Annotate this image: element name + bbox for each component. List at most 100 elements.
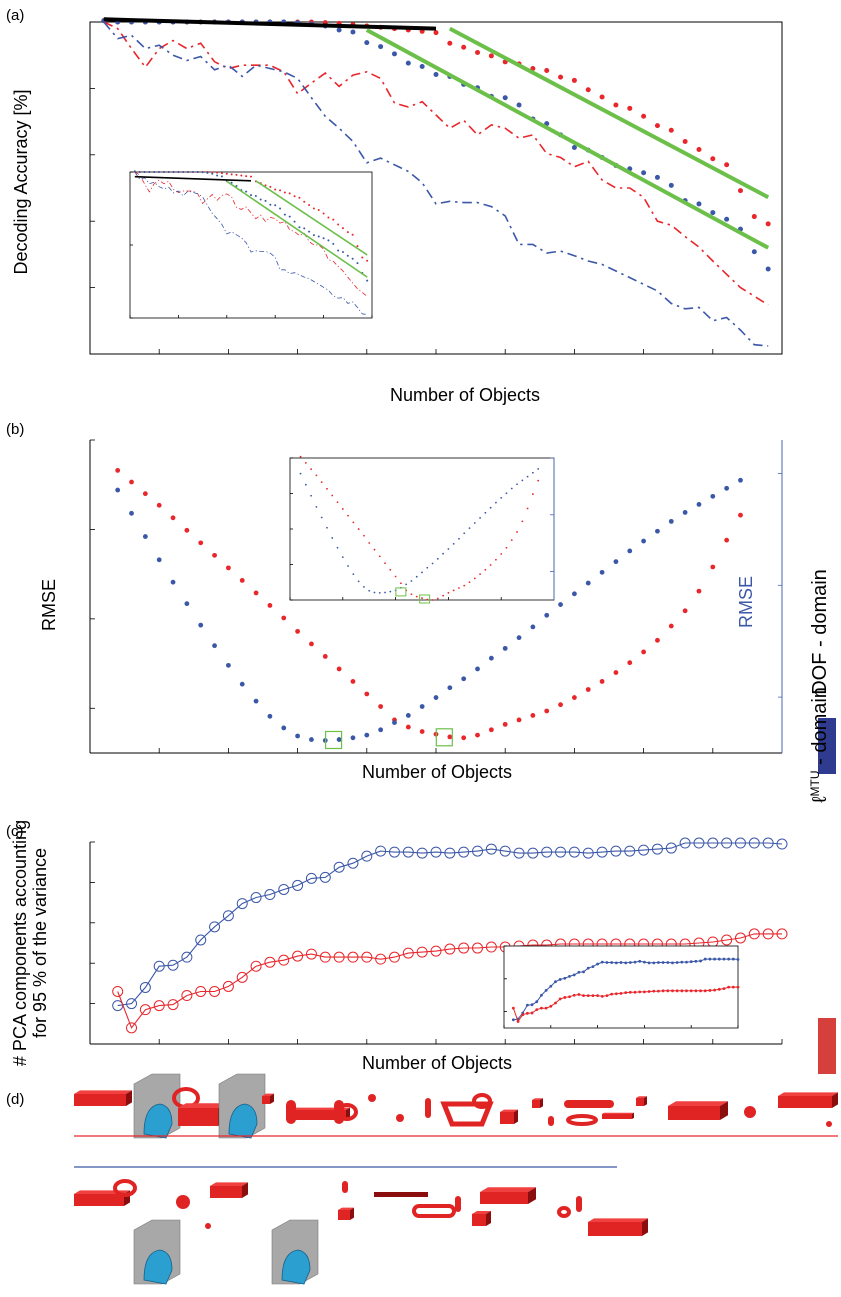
plot-b-inset-red-point <box>495 558 497 561</box>
plot-b-inset-red-point <box>304 462 307 464</box>
plot-a-inset-red-point <box>308 203 311 206</box>
plot-a-inset-blue-point <box>167 171 170 173</box>
object-top <box>500 1109 518 1112</box>
plot-a-inset-red-point <box>317 208 320 211</box>
plot-b-inset-red-point <box>421 597 423 599</box>
plot-b-inset-blue-point <box>526 475 529 478</box>
plot-a-inset-blue-point <box>298 226 301 229</box>
plot-b-inset-blue-point <box>447 548 450 550</box>
plot-c-inset-red-marker <box>643 990 646 994</box>
plot-b-inset-blue-point <box>452 543 455 545</box>
plot-b-blue-point <box>129 510 134 516</box>
plot-c-red-marker <box>126 1022 138 1034</box>
plot-c-red-marker <box>222 980 234 992</box>
plot-c-inset-blue-marker <box>582 970 585 974</box>
plot-c-blue-marker <box>541 846 553 858</box>
plot-c-red-marker <box>305 948 317 960</box>
plot-a-inset-red-point <box>303 200 306 203</box>
plot-b-inset-blue-point <box>320 516 323 519</box>
plot-a-red-line <box>103 21 769 306</box>
plot-b-red-point <box>558 702 563 708</box>
plot-c-blue-marker <box>250 892 262 904</box>
plot-a-inset-red-point <box>274 188 277 191</box>
plot-a-inset-blue-point <box>143 171 146 173</box>
plot-c-inset-red-marker <box>699 989 702 993</box>
plot-c-inset-blue-marker <box>652 961 656 965</box>
plot-c-inset-blue-marker <box>563 976 567 980</box>
plot-a-inset-blue-point <box>322 237 325 240</box>
plot-c-blue-marker <box>319 871 331 883</box>
plot-a-inset-blue-point <box>317 235 320 238</box>
plot-a-inset-blue-point <box>162 171 165 173</box>
plot-a-blue-point <box>433 71 439 77</box>
plot-b-blue-point <box>156 557 162 563</box>
plot-c-red-marker <box>734 932 746 944</box>
plot-c-inset-red-marker <box>727 985 731 989</box>
plot-b-red-point <box>572 695 577 700</box>
plot-c-red-marker <box>721 934 733 946</box>
object-side <box>644 1096 647 1106</box>
plot-b-blue-point <box>461 676 467 682</box>
plot-a-inset-green-fit-line <box>226 180 368 278</box>
plot-c-inset-blue-marker <box>558 978 562 981</box>
plot-c-blue-marker <box>195 934 207 946</box>
plot-c-blue-marker <box>209 921 221 933</box>
plot-c-inset-blue-marker <box>572 973 576 977</box>
object-top <box>262 1093 274 1096</box>
plot-a-blue-point <box>710 210 716 216</box>
plot-c-inset-blue-marker <box>689 960 693 964</box>
plot-c-inset-red-marker <box>713 988 716 992</box>
plot-c-blue-marker <box>264 889 276 901</box>
plot-a-inset-blue-point <box>182 171 185 173</box>
plot-b-inset-red-point <box>436 597 439 600</box>
plot-b-inset-red-point <box>473 577 476 580</box>
plot-b-inset-red-point <box>452 589 455 592</box>
plot-b-red-point <box>419 729 425 734</box>
object-ring <box>566 1114 598 1126</box>
plot-b-inset-blue-point <box>299 472 302 475</box>
plot-c-inset-red-marker <box>540 1006 543 1010</box>
object-cylinder <box>576 1196 582 1212</box>
plot-b-blue-point <box>405 713 411 718</box>
plot-c-inset-red-marker <box>647 990 651 993</box>
plot-c-blue-marker <box>707 837 719 849</box>
plot-c-inset-red-marker <box>511 1006 515 1010</box>
plot-b-inset-blue-point <box>384 591 386 594</box>
plot-c-inset-blue-marker <box>647 961 651 965</box>
plot-a-blue-point <box>350 29 356 35</box>
plot-b-red-point <box>115 468 121 473</box>
plot-a-inset-blue-point <box>269 203 272 206</box>
plot-c-inset-red-marker <box>596 994 599 998</box>
plot-b-red-point <box>641 649 646 655</box>
plot-c-inset-red-marker <box>582 994 585 998</box>
plot-b-blue-point <box>516 635 522 641</box>
plot-c-inset-red-marker <box>544 1006 548 1010</box>
plot-b-blue-point <box>184 601 190 607</box>
plot-a-inset-red-point <box>327 216 330 219</box>
object-ring <box>472 1093 492 1109</box>
plot-c-inset-blue-marker <box>661 961 665 964</box>
plot-a-inset-blue-point <box>211 172 214 175</box>
plot-a-inset-red-point <box>312 207 315 210</box>
plot-c-red-marker <box>776 928 788 940</box>
plot-a-inset-blue-point <box>254 194 257 197</box>
plot-b-inset-blue-point <box>436 557 439 560</box>
plot-b-inset-red-point <box>357 528 360 530</box>
object-sphere <box>205 1223 211 1229</box>
plot-c-red-marker <box>472 942 484 954</box>
plot-b-inset-blue-point <box>442 552 445 555</box>
plot-b-red-point <box>142 491 148 497</box>
mtu-suffix: - domain <box>809 687 831 770</box>
plot-a-inset-blue-point <box>337 249 340 252</box>
plot-c-red-marker <box>444 943 456 955</box>
plot-b-inset-red-point <box>363 534 365 537</box>
plot-b-inset-red-point <box>505 546 508 549</box>
object-top <box>636 1096 647 1098</box>
plot-b-inset-blue-point <box>331 537 334 539</box>
plot-b-inset-blue-point <box>473 522 476 524</box>
plot-c-red-marker <box>430 945 442 957</box>
plot-a <box>89 17 783 355</box>
plot-a-inset-red-point <box>230 173 233 176</box>
plot-a-ylabel: Decoding Accuracy [%] <box>11 89 31 274</box>
plot-b-blue-point <box>226 662 231 668</box>
